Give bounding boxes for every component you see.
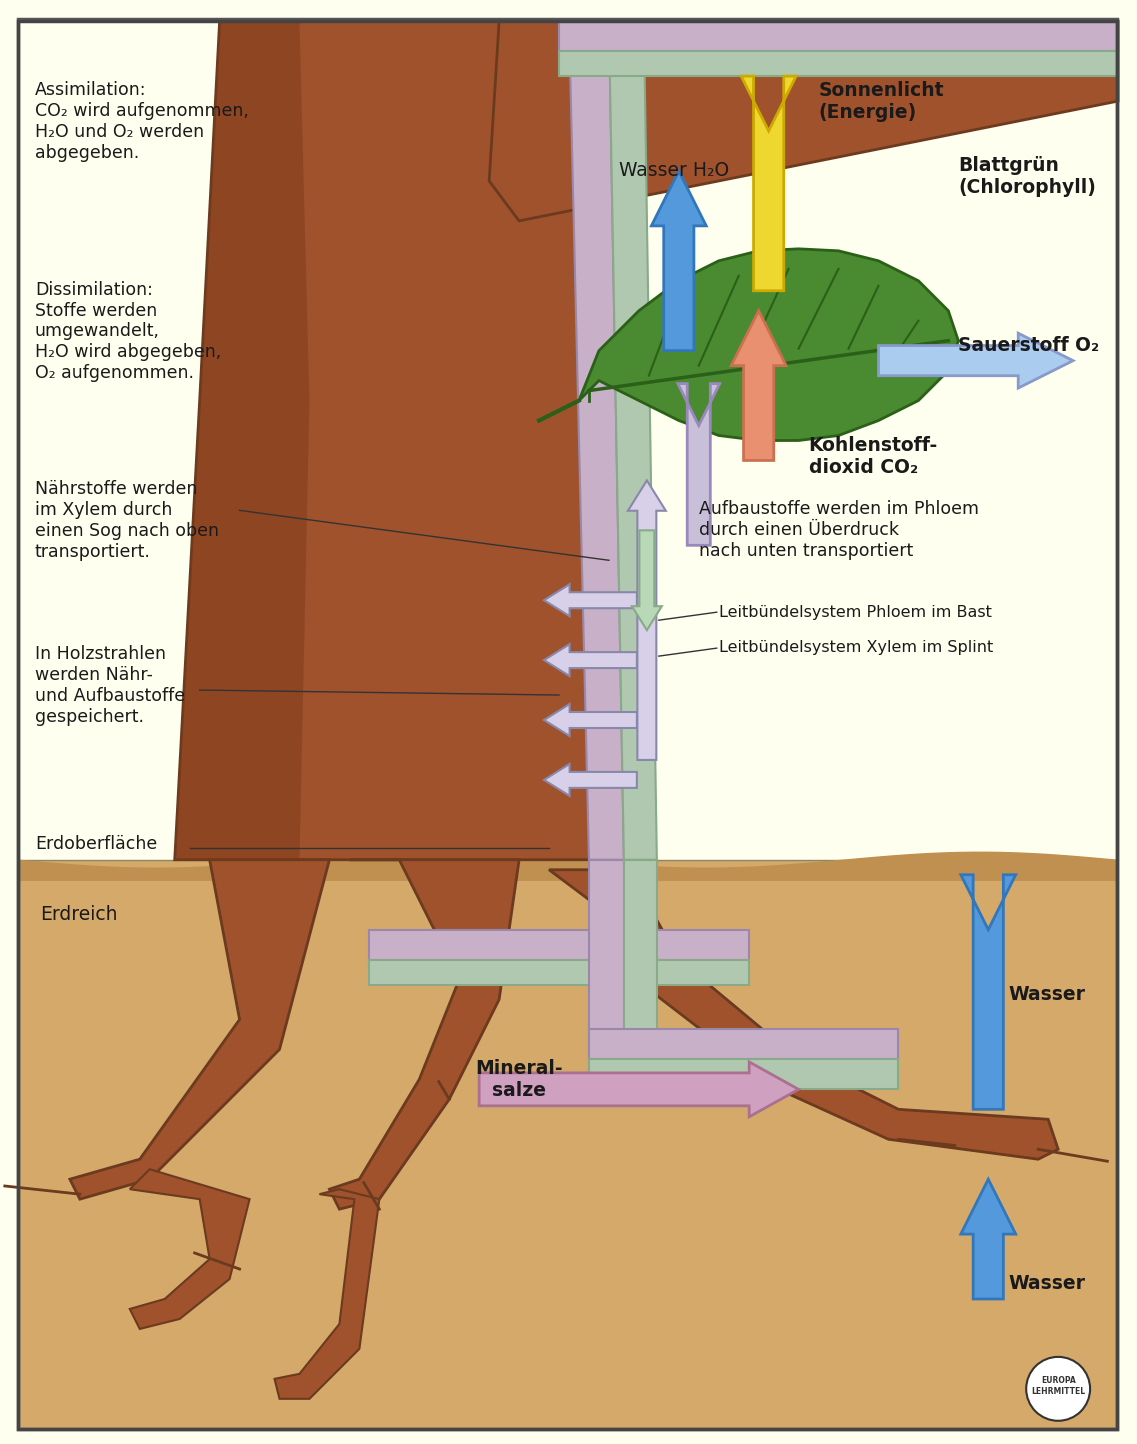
- Text: Leitbündelsystem Xylem im Splint: Leitbündelsystem Xylem im Splint: [719, 640, 993, 656]
- Text: EUROPA
LEHRMITTEL: EUROPA LEHRMITTEL: [1031, 1376, 1085, 1395]
- Polygon shape: [370, 930, 748, 960]
- Polygon shape: [543, 705, 637, 736]
- Text: Sauerstoff O₂: Sauerstoff O₂: [958, 335, 1099, 355]
- Polygon shape: [370, 960, 748, 985]
- Text: Wasser: Wasser: [1009, 985, 1085, 1004]
- Polygon shape: [589, 1060, 898, 1089]
- Polygon shape: [632, 530, 662, 630]
- Polygon shape: [589, 1030, 898, 1060]
- Polygon shape: [741, 77, 796, 290]
- Polygon shape: [489, 22, 1118, 221]
- Text: Sonnenlicht
(Energie): Sonnenlicht (Energie): [819, 81, 944, 123]
- Polygon shape: [628, 481, 666, 760]
- Polygon shape: [559, 22, 1118, 51]
- Polygon shape: [678, 384, 720, 546]
- Polygon shape: [731, 310, 786, 461]
- Polygon shape: [589, 859, 624, 1060]
- Polygon shape: [69, 859, 330, 1199]
- Text: Wasser H₂O: Wasser H₂O: [619, 160, 729, 180]
- Text: In Holzstrahlen
werden Nähr-
und Aufbaustoffe
gespeichert.: In Holzstrahlen werden Nähr- und Aufbaus…: [35, 645, 185, 725]
- Polygon shape: [579, 248, 958, 440]
- Text: Leitbündelsystem Phloem im Bast: Leitbündelsystem Phloem im Bast: [719, 605, 991, 621]
- Polygon shape: [559, 51, 1118, 77]
- Polygon shape: [18, 859, 1117, 1428]
- Polygon shape: [543, 644, 637, 676]
- Polygon shape: [624, 859, 657, 1060]
- Polygon shape: [961, 875, 1015, 1109]
- Text: Blattgrün
(Chlorophyll): Blattgrün (Chlorophyll): [958, 156, 1096, 196]
- Polygon shape: [274, 1190, 380, 1399]
- Circle shape: [1027, 1357, 1090, 1421]
- Polygon shape: [479, 1061, 798, 1116]
- Polygon shape: [543, 585, 637, 617]
- Polygon shape: [543, 764, 637, 796]
- Polygon shape: [175, 22, 619, 859]
- Polygon shape: [652, 170, 706, 351]
- Polygon shape: [549, 869, 1059, 1160]
- Text: Erdreich: Erdreich: [40, 905, 117, 924]
- Polygon shape: [130, 1170, 249, 1328]
- Polygon shape: [330, 859, 520, 1209]
- Text: Assimilation:
CO₂ wird aufgenommen,
H₂O und O₂ werden
abgegeben.: Assimilation: CO₂ wird aufgenommen, H₂O …: [35, 81, 249, 162]
- Polygon shape: [609, 22, 657, 859]
- Polygon shape: [175, 22, 309, 859]
- Text: Nährstoffe werden
im Xylem durch
einen Sog nach oben
transportiert.: Nährstoffe werden im Xylem durch einen S…: [35, 481, 219, 560]
- Text: Aufbaustoffe werden im Phloem
durch einen Überdruck
nach unten transportiert: Aufbaustoffe werden im Phloem durch eine…: [699, 501, 979, 560]
- Text: Wasser: Wasser: [1009, 1274, 1085, 1292]
- Polygon shape: [879, 334, 1073, 388]
- Text: Kohlenstoff-
dioxid CO₂: Kohlenstoff- dioxid CO₂: [808, 436, 938, 477]
- Polygon shape: [568, 22, 624, 859]
- Text: Mineral-
salze: Mineral- salze: [475, 1060, 563, 1100]
- Polygon shape: [961, 1180, 1015, 1300]
- Text: Dissimilation:
Stoffe werden
umgewandelt,
H₂O wird abgegeben,
O₂ aufgenommen.: Dissimilation: Stoffe werden umgewandelt…: [35, 280, 222, 383]
- Text: Erdoberfläche: Erdoberfläche: [35, 835, 157, 853]
